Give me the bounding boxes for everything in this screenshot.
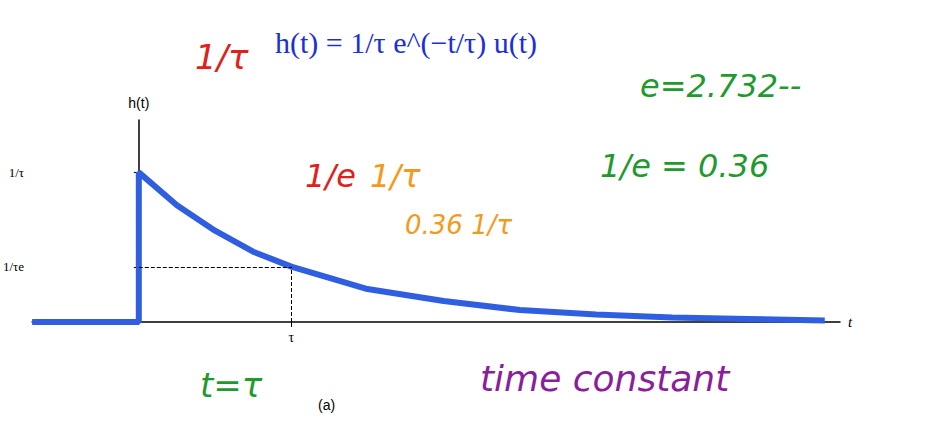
svg-text:time constant: time constant — [480, 358, 731, 399]
svg-text:(a): (a) — [318, 397, 335, 413]
svg-text:1/τ: 1/τ — [370, 157, 421, 195]
svg-text:e=2.732--: e=2.732-- — [640, 67, 801, 105]
svg-text:h(t) = 1/τ e^(−t/τ) u(t): h(t) = 1/τ e^(−t/τ) u(t) — [275, 26, 537, 60]
svg-text:0.36 1/τ: 0.36 1/τ — [405, 210, 512, 240]
svg-text:1/τe: 1/τe — [3, 259, 24, 274]
svg-text:1/τ: 1/τ — [195, 37, 249, 77]
svg-text:τ: τ — [288, 330, 294, 345]
svg-text:t: t — [848, 314, 853, 330]
svg-text:1/τ: 1/τ — [9, 165, 24, 180]
svg-text:1/e: 1/e — [305, 157, 356, 195]
svg-text:1/e = 0.36: 1/e = 0.36 — [600, 147, 769, 185]
svg-text:t=τ: t=τ — [200, 365, 263, 405]
svg-text:h(t): h(t) — [128, 95, 149, 111]
